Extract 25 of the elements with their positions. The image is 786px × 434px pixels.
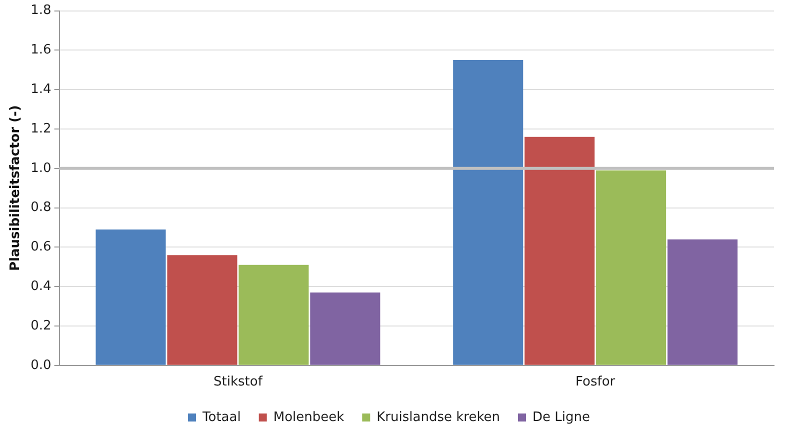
bar	[453, 60, 524, 365]
y-axis-title: Plausibiliteitsfactor (-)	[8, 105, 24, 272]
legend-label: De Ligne	[532, 410, 590, 425]
bar	[167, 255, 238, 365]
y-tick-label: 0.8	[30, 200, 52, 216]
y-tick-label: 0.6	[30, 240, 52, 255]
y-tick-label: 1.2	[30, 121, 52, 136]
bar	[310, 292, 380, 365]
x-tick-label: Stikstof	[214, 374, 263, 390]
legend-label: Molenbeek	[273, 410, 345, 425]
y-tick-label: 0.2	[30, 318, 52, 334]
legend-label: Totaal	[202, 410, 241, 425]
bar	[596, 170, 666, 365]
y-tick-label: 1.0	[30, 160, 52, 176]
x-tick-label: Fosfor	[576, 374, 616, 390]
bar	[96, 229, 166, 365]
y-tick-label: 1.4	[30, 82, 52, 97]
y-tick-label: 1.8	[30, 3, 52, 18]
bar	[668, 239, 738, 365]
legend-label: Kruislandse kreken	[376, 410, 500, 425]
bar	[238, 264, 309, 365]
bar	[524, 136, 595, 365]
y-tick-label: 0.4	[30, 278, 52, 294]
y-tick-label: 0.0	[30, 358, 52, 373]
y-tick-label: 1.6	[30, 42, 52, 58]
